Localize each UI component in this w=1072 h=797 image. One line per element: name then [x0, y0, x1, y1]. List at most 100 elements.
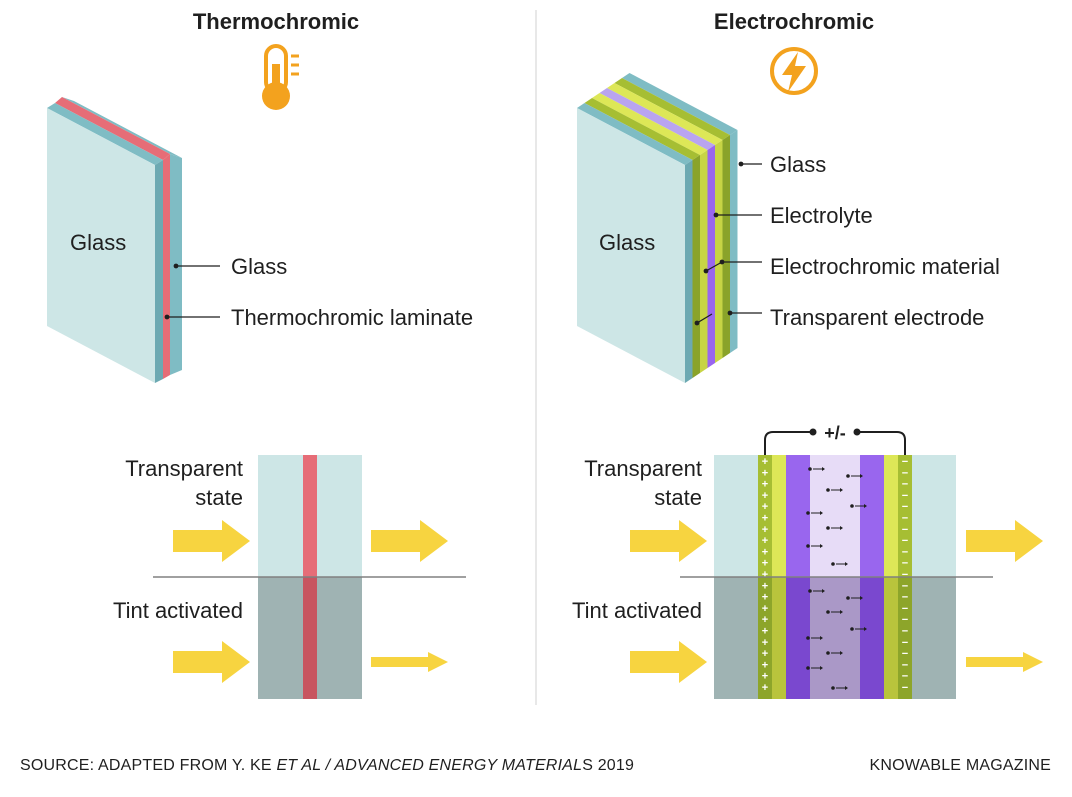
- plus-sign: +: [762, 524, 768, 536]
- thermometer-icon: [262, 44, 299, 110]
- ion-arrowhead: [840, 651, 843, 655]
- pane-side-layer: [692, 155, 700, 378]
- ion-arrowhead: [864, 504, 867, 508]
- minus-sign: −: [902, 467, 908, 479]
- ec-light-in-arrow-top: [630, 520, 707, 562]
- pane-side-layer: [730, 130, 738, 353]
- ec-light-out-arrow-top: [966, 520, 1043, 562]
- electrochromic-cross-section: + − + − + − + − + − + − + − + − + − + − + − + − + − + − + − + − + − + − + − + −…: [714, 455, 956, 699]
- electrochromic-title: Electrochromic: [714, 9, 874, 34]
- ec-light-out-arrow-bottom: [966, 652, 1043, 672]
- minus-sign: −: [902, 456, 908, 468]
- ion-arrowhead: [840, 488, 843, 492]
- minus-sign: −: [902, 513, 908, 525]
- thermo-light-in-arrow-top: [173, 520, 250, 562]
- minus-sign: −: [902, 535, 908, 547]
- ion-arrowhead: [820, 511, 823, 515]
- electrochromic-pane: [577, 73, 738, 383]
- pane-top-layer: [599, 88, 715, 150]
- minus-sign: −: [902, 603, 908, 615]
- plus-sign: +: [762, 569, 768, 581]
- minus-sign: −: [902, 524, 908, 536]
- leader-ec-electrode: [694, 313, 713, 326]
- voltage-label: +/-: [824, 423, 846, 443]
- minus-sign: −: [902, 671, 908, 683]
- ion-dot: [846, 596, 850, 600]
- minus-sign: −: [902, 490, 908, 502]
- label-electrochromic-material: Electrochromic material: [770, 254, 1000, 279]
- plus-sign: +: [762, 558, 768, 570]
- minus-sign: −: [902, 682, 908, 694]
- thermo-transparent-state-line2: state: [195, 485, 243, 510]
- ion-dot: [806, 666, 810, 670]
- source-credit: SOURCE: ADAPTED FROM Y. KE ET AL / ADVAN…: [20, 757, 634, 774]
- plus-sign: +: [762, 603, 768, 615]
- ec-transparent-state-line2: state: [654, 485, 702, 510]
- plus-sign: +: [762, 671, 768, 683]
- layer-electrode-minus-transparent: [898, 455, 912, 577]
- thermo-light-out-arrow-bottom: [371, 652, 448, 672]
- plus-sign: +: [762, 637, 768, 649]
- pane-side-layer: [715, 140, 723, 363]
- plus-sign: +: [762, 535, 768, 547]
- minus-sign: −: [902, 558, 908, 570]
- minus-sign: −: [902, 614, 908, 626]
- ion-arrowhead: [845, 562, 848, 566]
- layer-ion-storage-right-transparent: [884, 455, 898, 577]
- layer-ion-storage-transparent: [772, 455, 786, 577]
- thermo-tint-activated-label: Tint activated: [113, 598, 243, 623]
- layer-electrode-plus-transparent: [758, 455, 772, 577]
- ion-arrowhead: [864, 627, 867, 631]
- thermo-light-in-arrow-bottom: [173, 641, 250, 683]
- lightning-bolt-icon: [770, 47, 818, 95]
- ion-arrowhead: [820, 666, 823, 670]
- plus-sign: +: [762, 501, 768, 513]
- ion-dot: [850, 504, 854, 508]
- plus-sign: +: [762, 580, 768, 592]
- minus-sign: −: [902, 659, 908, 671]
- ion-dot: [826, 610, 830, 614]
- ion-dot: [831, 562, 835, 566]
- plus-sign: +: [762, 479, 768, 491]
- plus-sign: +: [762, 592, 768, 604]
- pane-side-layer: [700, 150, 708, 373]
- plus-sign: +: [762, 456, 768, 468]
- ec-transparent-state-line1: Transparent: [584, 456, 702, 481]
- layer-electrochromic-left-transparent: [786, 455, 810, 577]
- ion-arrowhead: [822, 467, 825, 471]
- plus-sign: +: [762, 626, 768, 638]
- plus-sign: +: [762, 682, 768, 694]
- plus-sign: +: [762, 467, 768, 479]
- minus-sign: −: [902, 648, 908, 660]
- leader-ec-electrochromic: [703, 261, 723, 274]
- label-transparent-electrode: Transparent electrode: [770, 305, 984, 330]
- layer-glass-tinted: [714, 577, 758, 699]
- layer-electrochromic-left-tinted: [786, 577, 810, 699]
- ion-dot: [808, 589, 812, 593]
- layer-electrode-minus-tinted: [898, 577, 912, 699]
- thermo-light-out-arrow-top: [371, 520, 448, 562]
- thermochromic-title: Thermochromic: [193, 9, 359, 34]
- minus-sign: −: [902, 580, 908, 592]
- pane-side-layer: [685, 160, 693, 383]
- ion-dot: [826, 651, 830, 655]
- pane-top-layer: [592, 93, 708, 155]
- layer-electrochromic-right-tinted: [860, 577, 884, 699]
- minus-sign: −: [902, 479, 908, 491]
- ion-arrowhead: [840, 526, 843, 530]
- label-electrolyte: Electrolyte: [770, 203, 873, 228]
- ion-arrowhead: [822, 589, 825, 593]
- label-glass: Glass: [231, 254, 287, 279]
- ion-arrowhead: [840, 610, 843, 614]
- layer-glass-right-transparent: [912, 455, 956, 577]
- ion-arrowhead: [845, 686, 848, 690]
- layer-glass-right-tinted: [912, 577, 956, 699]
- ec-light-in-arrow-bottom: [630, 641, 707, 683]
- pane-top-layer: [622, 73, 738, 135]
- pane-top-layer: [614, 78, 730, 140]
- ion-dot: [850, 627, 854, 631]
- ion-dot: [831, 686, 835, 690]
- ion-arrowhead: [860, 596, 863, 600]
- electrochromic-glass-face: [577, 108, 685, 383]
